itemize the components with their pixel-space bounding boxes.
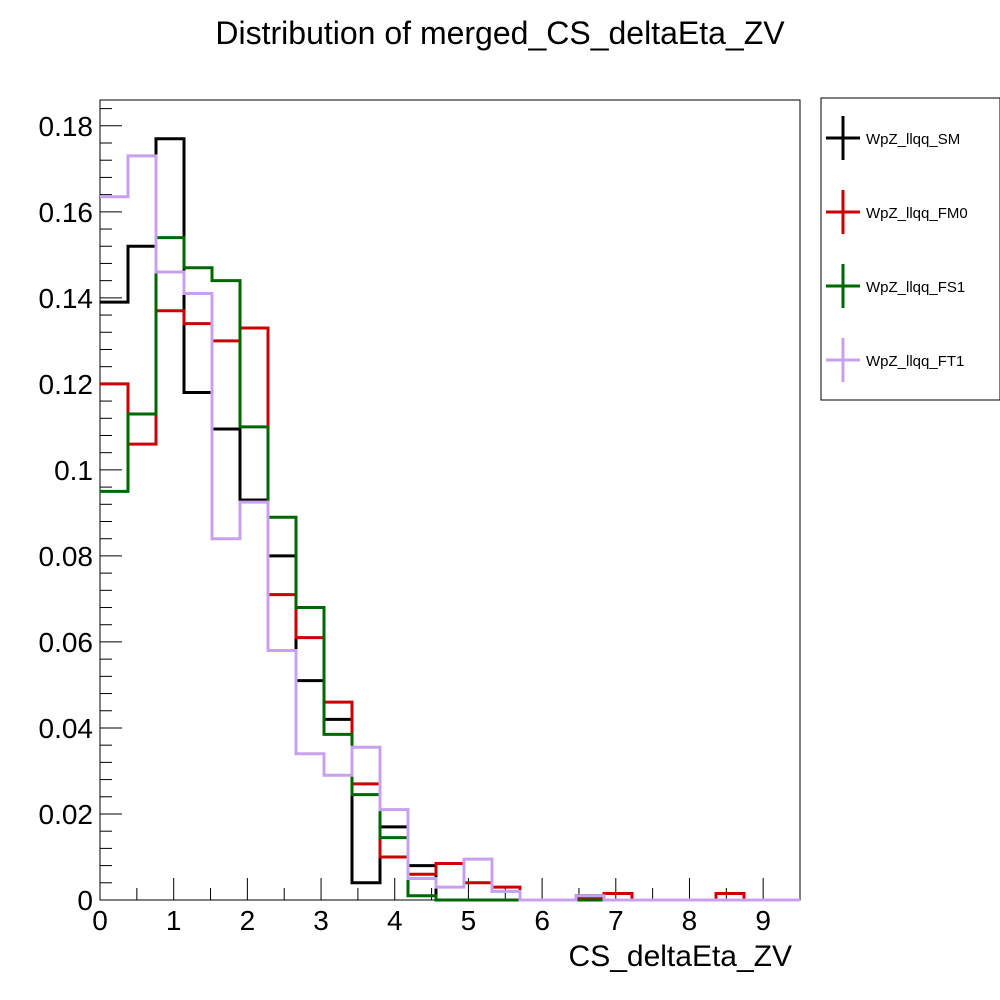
histogram-line: [100, 309, 800, 902]
series-WpZ_llqq_FT1: [100, 154, 800, 902]
legend-box: [820, 97, 1000, 401]
chart-title: Distribution of merged_CS_deltaEta_ZV: [215, 15, 785, 51]
legend-label: WpZ_llqq_SM: [866, 131, 960, 148]
y-tick-label: 0.12: [39, 369, 94, 400]
x-tick-label: 8: [682, 905, 698, 936]
y-tick-label: 0.08: [39, 541, 94, 572]
y-tick-label: 0.1: [54, 455, 93, 486]
histogram-line: [100, 137, 800, 902]
legend-label: WpZ_llqq_FS1: [866, 279, 965, 296]
x-tick-label: 2: [240, 905, 256, 936]
legend-entry: WpZ_llqq_FT1: [826, 338, 964, 382]
y-tick-label: 0.14: [39, 283, 94, 314]
series-WpZ_llqq_SM: [100, 137, 800, 902]
plot-frame: [99, 99, 801, 901]
series-layer: [100, 137, 800, 902]
legend-label: WpZ_llqq_FM0: [866, 205, 968, 222]
x-tick-label: 0: [92, 905, 108, 936]
y-tick-label: 0.18: [39, 111, 94, 142]
y-tick-label: 0: [77, 885, 93, 916]
x-axis-label: CS_deltaEta_ZV: [569, 940, 792, 973]
legend: WpZ_llqq_SM WpZ_llqq_FM0 WpZ_llqq_FS1 WpZ_l…: [820, 97, 1000, 401]
series-WpZ_llqq_FM0: [100, 309, 800, 902]
series-WpZ_llqq_FS1: [100, 236, 800, 902]
x-axis-ticks: 0 1 2 3 4 5 6 7 8 9: [92, 878, 801, 936]
legend-entry: WpZ_llqq_FM0: [826, 190, 968, 234]
histogram-line: [100, 236, 800, 902]
x-tick-label: 3: [313, 905, 329, 936]
x-tick-label: 6: [534, 905, 550, 936]
y-tick-label: 0.02: [39, 799, 94, 830]
x-tick-label: 4: [387, 905, 403, 936]
y-tick-label: 0.16: [39, 197, 94, 228]
x-tick-label: 7: [608, 905, 624, 936]
x-tick-label: 9: [755, 905, 771, 936]
legend-entry: WpZ_llqq_SM: [826, 116, 960, 160]
histogram-line: [100, 154, 800, 902]
x-tick-label: 1: [166, 905, 182, 936]
y-tick-label: 0.04: [39, 713, 94, 744]
y-tick-label: 0.06: [39, 627, 94, 658]
legend-entry: WpZ_llqq_FS1: [826, 264, 965, 308]
legend-label: WpZ_llqq_FT1: [866, 353, 964, 370]
x-tick-label: 5: [461, 905, 477, 936]
y-axis-ticks: 0 0.02 0.04 0.06 0.08 0.1 0.12 0.14 0.16 0.18: [39, 108, 122, 916]
